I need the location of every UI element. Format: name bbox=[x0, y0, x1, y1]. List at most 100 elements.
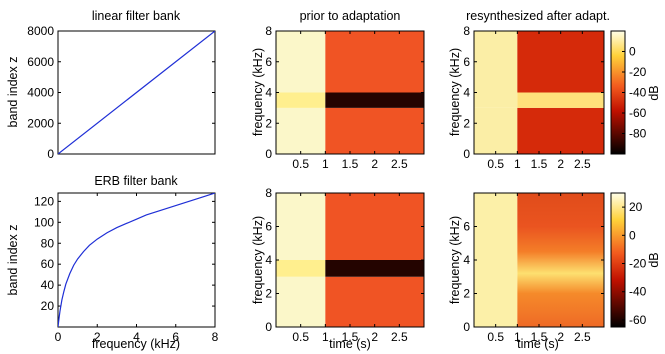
colorbar bbox=[610, 192, 626, 328]
y-ticks: 0 2 4 6 8 bbox=[265, 186, 424, 334]
x-tick-label: 0 bbox=[55, 330, 62, 344]
spectrogram-cell bbox=[276, 92, 326, 108]
x-tick-label: 2.5 bbox=[574, 157, 591, 171]
colorbar-ticks: -60 -40 -20 0 20 bbox=[622, 200, 647, 327]
y-tick-label: 0 bbox=[265, 147, 272, 161]
x-tick-label: 0.5 bbox=[487, 330, 504, 344]
y-tick-label: 20 bbox=[41, 299, 55, 313]
plot-area bbox=[57, 192, 216, 328]
y-tick-label: 0 bbox=[265, 320, 272, 334]
y-ticks: 0 2 4 6 8 bbox=[463, 24, 604, 161]
spectrogram-cell bbox=[517, 31, 604, 93]
x-tick-label: 1.5 bbox=[342, 157, 359, 171]
colorbar-tick-label: 0 bbox=[629, 228, 636, 242]
spectrogram-cell bbox=[325, 92, 424, 108]
spectrogram-cell bbox=[517, 92, 604, 108]
y-tick-label: 6 bbox=[463, 220, 470, 234]
colorbar-tick-label: -20 bbox=[629, 65, 647, 79]
x-tick-label: 2.5 bbox=[391, 157, 408, 171]
x-ticks: 0.5 1 1.5 2 2.5 bbox=[292, 193, 408, 344]
y-tick-label: 8 bbox=[265, 186, 272, 200]
y-tick-label: 4 bbox=[265, 253, 272, 267]
x-tick-label: 2 bbox=[557, 157, 564, 171]
spectrogram-cell bbox=[276, 276, 326, 327]
x-tick-label: 4 bbox=[133, 330, 140, 344]
x-tick-label: 1 bbox=[322, 330, 329, 344]
colorbar-label: dB bbox=[647, 252, 661, 267]
x-tick-label: 0.5 bbox=[292, 157, 309, 171]
x-tick-label: 1.5 bbox=[342, 330, 359, 344]
y-tick-label: 0 bbox=[47, 147, 54, 161]
colorbar-tick-label: -20 bbox=[629, 257, 647, 271]
panel-prior-bottom: frequency (kHz) time (s) 0.5 1 1.5 2 2.5 0 2 4… bbox=[251, 186, 425, 351]
y-ticks: 0 2 4 6 8 bbox=[265, 24, 424, 161]
y-tick-label: 2 bbox=[463, 287, 470, 301]
y-axis-label: band index z bbox=[6, 57, 20, 128]
spectrogram-cells bbox=[276, 193, 424, 327]
x-tick-label: 0.5 bbox=[487, 157, 504, 171]
spectrogram-cell bbox=[276, 31, 326, 93]
y-tick-label: 120 bbox=[34, 194, 54, 208]
colorbar-tick-label: -60 bbox=[629, 106, 647, 120]
y-tick-label: 60 bbox=[41, 257, 55, 271]
y-tick-label: 80 bbox=[41, 236, 55, 250]
y-tick-label: 6000 bbox=[27, 55, 54, 69]
panel-resynthesized-after-adaptation: resynthesized after adapt. frequency (kH… bbox=[448, 9, 661, 171]
x-tick-label: 2.5 bbox=[574, 330, 591, 344]
x-tick-label: 2 bbox=[94, 330, 101, 344]
y-tick-label: 8 bbox=[265, 24, 272, 38]
spectrogram-cell bbox=[325, 260, 424, 277]
y-axis-label: frequency (kHz) bbox=[251, 216, 265, 304]
spectrogram-cell bbox=[325, 193, 424, 260]
panel-title: prior to adaptation bbox=[300, 9, 401, 23]
spectrogram-cell bbox=[474, 193, 518, 327]
panel-title: resynthesized after adapt. bbox=[466, 9, 610, 23]
y-tick-label: 4 bbox=[463, 86, 470, 100]
spectrogram-cell bbox=[276, 260, 326, 277]
spectrogram-cell bbox=[276, 107, 326, 154]
spectrogram-cells bbox=[276, 31, 424, 154]
x-tick-label: 0.5 bbox=[292, 330, 309, 344]
spectrogram-cell bbox=[517, 107, 604, 154]
panel-title: ERB filter bank bbox=[94, 174, 178, 188]
x-tick-label: 1.5 bbox=[531, 330, 548, 344]
x-axis-label: frequency (kHz) bbox=[92, 337, 180, 351]
y-tick-label: 6 bbox=[463, 55, 470, 69]
spectrogram-cell bbox=[325, 31, 424, 93]
spectrogram-cell bbox=[276, 193, 326, 260]
spectrogram-cell bbox=[474, 92, 518, 108]
x-tick-label: 6 bbox=[172, 330, 179, 344]
y-tick-label: 2 bbox=[463, 116, 470, 130]
colorbar-tick-label: -80 bbox=[629, 127, 647, 141]
panel-after-bottom: frequency (kHz) time (s) 0.5 1 1.5 2 2.5 0 2 4… bbox=[448, 192, 661, 351]
x-tick-label: 1 bbox=[514, 157, 521, 171]
y-tick-label: 4 bbox=[463, 253, 470, 267]
series-line bbox=[58, 193, 215, 327]
y-tick-label: 6 bbox=[265, 220, 272, 234]
x-axis-label: time (s) bbox=[329, 337, 371, 351]
x-tick-label: 2 bbox=[371, 157, 378, 171]
x-ticks: 0.5 1 1.5 2 2.5 bbox=[487, 193, 591, 344]
x-tick-label: 1 bbox=[514, 330, 521, 344]
y-tick-label: 8000 bbox=[27, 24, 54, 38]
y-axis-label: frequency (kHz) bbox=[251, 48, 265, 136]
y-tick-label: 6 bbox=[265, 55, 272, 69]
panel-prior-to-adaptation: prior to adaptation frequency (kHz) 0.5 1… bbox=[251, 9, 425, 171]
x-ticks: 0.5 1 1.5 2 2.5 bbox=[292, 31, 408, 171]
colorbar-tick-label: -60 bbox=[629, 313, 647, 327]
series-line bbox=[58, 31, 215, 154]
y-tick-label: 100 bbox=[34, 215, 54, 229]
spectrogram-cell bbox=[474, 31, 518, 93]
x-tick-label: 2 bbox=[371, 330, 378, 344]
y-ticks: 20 40 60 80 100 120 bbox=[34, 194, 215, 313]
y-ticks: 0 2 4 6 bbox=[463, 220, 604, 334]
spectrogram-cells bbox=[474, 193, 604, 327]
y-axis-label: frequency (kHz) bbox=[448, 48, 462, 136]
panel-title: linear filter bank bbox=[92, 9, 181, 23]
colorbar-tick-label: -40 bbox=[629, 285, 647, 299]
y-tick-label: 0 bbox=[463, 147, 470, 161]
panel-erb-filter-bank: ERB filter bank band index z frequency (… bbox=[6, 174, 219, 351]
y-tick-label: 0 bbox=[463, 320, 470, 334]
x-ticks: 0.5 1 1.5 2 2.5 bbox=[487, 31, 591, 171]
